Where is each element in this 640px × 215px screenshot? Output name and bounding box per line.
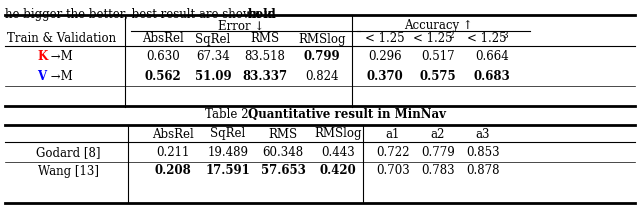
- Text: < 1.25: < 1.25: [467, 32, 507, 46]
- Text: 60.348: 60.348: [262, 146, 303, 160]
- Text: 51.09: 51.09: [195, 69, 231, 83]
- Text: →M: →M: [47, 69, 73, 83]
- Text: Error ↓: Error ↓: [218, 20, 264, 32]
- Text: < 1.25: < 1.25: [413, 32, 453, 46]
- Text: AbsRel: AbsRel: [152, 127, 194, 140]
- Text: 0.443: 0.443: [321, 146, 355, 160]
- Text: < 1.25: < 1.25: [365, 32, 405, 46]
- Text: RMS: RMS: [268, 127, 298, 140]
- Text: 0.722: 0.722: [376, 146, 410, 160]
- Text: Table 2.: Table 2.: [205, 109, 256, 121]
- Text: Wang [13]: Wang [13]: [38, 164, 99, 178]
- Text: a3: a3: [476, 127, 490, 140]
- Text: SqRel: SqRel: [211, 127, 246, 140]
- Text: a2: a2: [431, 127, 445, 140]
- Text: RMS: RMS: [250, 32, 280, 46]
- Text: 0.208: 0.208: [155, 164, 191, 178]
- Text: K: K: [37, 51, 47, 63]
- Text: 0.824: 0.824: [305, 69, 339, 83]
- Text: RMSlog: RMSlog: [314, 127, 362, 140]
- Text: Accuracy ↑: Accuracy ↑: [404, 20, 473, 32]
- Text: 0.783: 0.783: [421, 164, 455, 178]
- Text: 0.664: 0.664: [475, 51, 509, 63]
- Text: he bigger the better, best result are shown in: he bigger the better, best result are sh…: [5, 8, 279, 21]
- Text: 83.518: 83.518: [244, 51, 285, 63]
- Text: 67.34: 67.34: [196, 51, 230, 63]
- Text: 2: 2: [448, 31, 454, 40]
- Text: 0.779: 0.779: [421, 146, 455, 160]
- Text: 0.517: 0.517: [421, 51, 455, 63]
- Text: 0.703: 0.703: [376, 164, 410, 178]
- Text: 19.489: 19.489: [207, 146, 248, 160]
- Text: 0.799: 0.799: [304, 51, 340, 63]
- Text: 0.211: 0.211: [156, 146, 189, 160]
- Text: a1: a1: [386, 127, 400, 140]
- Text: 17.591: 17.591: [205, 164, 250, 178]
- Text: 0.683: 0.683: [474, 69, 510, 83]
- Text: 0.575: 0.575: [420, 69, 456, 83]
- Text: 0.420: 0.420: [319, 164, 356, 178]
- Text: 0.370: 0.370: [367, 69, 403, 83]
- Text: 0.630: 0.630: [146, 51, 180, 63]
- Text: RMSlog: RMSlog: [298, 32, 346, 46]
- Text: bold: bold: [248, 8, 276, 21]
- Text: 0.853: 0.853: [466, 146, 500, 160]
- Text: .: .: [272, 8, 276, 21]
- Text: 0.296: 0.296: [368, 51, 402, 63]
- Text: Godard [8]: Godard [8]: [36, 146, 100, 160]
- Text: Quantitative result in MinNav: Quantitative result in MinNav: [248, 109, 446, 121]
- Text: Train & Validation: Train & Validation: [8, 32, 116, 46]
- Text: 0.878: 0.878: [467, 164, 500, 178]
- Text: 57.653: 57.653: [260, 164, 305, 178]
- Text: →M: →M: [47, 51, 73, 63]
- Text: 83.337: 83.337: [243, 69, 287, 83]
- Text: 3: 3: [502, 31, 508, 40]
- Text: V: V: [37, 69, 46, 83]
- Text: 0.562: 0.562: [145, 69, 181, 83]
- Text: SqRel: SqRel: [195, 32, 230, 46]
- Text: AbsRel: AbsRel: [142, 32, 184, 46]
